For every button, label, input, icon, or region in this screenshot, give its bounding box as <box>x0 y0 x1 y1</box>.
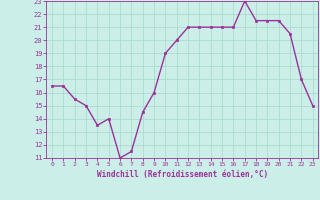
X-axis label: Windchill (Refroidissement éolien,°C): Windchill (Refroidissement éolien,°C) <box>97 170 268 179</box>
